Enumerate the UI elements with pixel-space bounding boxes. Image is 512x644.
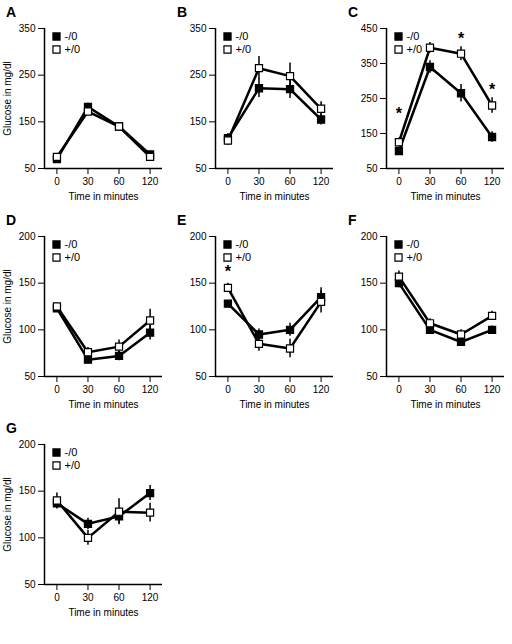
html-text:B: B (177, 4, 188, 20)
svg-text:30: 30 (424, 384, 436, 395)
svg-text:250: 250 (361, 93, 378, 104)
svg-text:0: 0 (54, 176, 60, 187)
svg-text:150: 150 (190, 277, 207, 288)
svg-text:-/0: -/0 (407, 238, 420, 250)
svg-text:Time in minutes: Time in minutes (410, 191, 480, 202)
svg-text:Time in minutes: Time in minutes (68, 399, 138, 410)
svg-text:-/0: -/0 (236, 238, 249, 250)
svg-text:120: 120 (484, 176, 501, 187)
svg-text:30: 30 (82, 384, 94, 395)
html-text:A: A (6, 4, 17, 20)
svg-text:200: 200 (361, 231, 378, 242)
svg-text:50: 50 (24, 163, 36, 174)
svg-text:200: 200 (19, 231, 36, 242)
html-text:F: F (348, 212, 357, 228)
svg-text:150: 150 (19, 116, 36, 127)
svg-text:60: 60 (284, 176, 296, 187)
svg-text:50: 50 (366, 371, 378, 382)
svg-text:+/0: +/0 (236, 43, 252, 55)
svg-text:60: 60 (455, 384, 467, 395)
svg-text:30: 30 (253, 384, 265, 395)
svg-text:120: 120 (142, 176, 159, 187)
svg-text:120: 120 (313, 176, 330, 187)
svg-text:50: 50 (24, 371, 36, 382)
svg-text:50: 50 (366, 163, 378, 174)
svg-text:250: 250 (19, 69, 36, 80)
svg-text:+/0: +/0 (65, 251, 81, 263)
svg-text:100: 100 (19, 324, 36, 335)
svg-text:Glucose in mg/dl: Glucose in mg/dl (2, 61, 13, 135)
html-text:D: D (6, 212, 17, 228)
svg-text:150: 150 (190, 116, 207, 127)
svg-text:60: 60 (455, 176, 467, 187)
svg-text:50: 50 (24, 579, 36, 590)
svg-text:Time in minutes: Time in minutes (239, 191, 309, 202)
svg-text:Glucose in mg/dl: Glucose in mg/dl (2, 477, 13, 551)
svg-text:120: 120 (142, 384, 159, 395)
svg-text:*: * (396, 105, 403, 122)
svg-text:+/0: +/0 (65, 43, 81, 55)
svg-text:0: 0 (54, 384, 60, 395)
svg-text:30: 30 (82, 176, 94, 187)
svg-text:Time in minutes: Time in minutes (68, 607, 138, 618)
svg-text:Time in minutes: Time in minutes (239, 399, 309, 410)
svg-text:150: 150 (19, 277, 36, 288)
svg-text:350: 350 (361, 58, 378, 69)
svg-text:120: 120 (313, 384, 330, 395)
svg-text:100: 100 (361, 324, 378, 335)
svg-text:60: 60 (113, 176, 125, 187)
svg-text:50: 50 (195, 371, 207, 382)
svg-text:Glucose in mg/dl: Glucose in mg/dl (2, 269, 13, 343)
svg-text:150: 150 (19, 485, 36, 496)
svg-text:Time in minutes: Time in minutes (410, 399, 480, 410)
svg-text:*: * (458, 30, 465, 47)
html-text:G: G (6, 420, 17, 436)
svg-text:*: * (225, 263, 232, 280)
svg-text:0: 0 (225, 176, 231, 187)
svg-text:100: 100 (190, 324, 207, 335)
svg-text:350: 350 (190, 23, 207, 34)
svg-text:120: 120 (484, 384, 501, 395)
svg-text:-/0: -/0 (65, 446, 78, 458)
svg-text:200: 200 (19, 439, 36, 450)
html-text:E: E (177, 212, 187, 228)
svg-text:+/0: +/0 (236, 251, 252, 263)
svg-text:0: 0 (54, 592, 60, 603)
svg-text:-/0: -/0 (407, 30, 420, 42)
svg-text:200: 200 (190, 231, 207, 242)
html-text:C: C (348, 4, 359, 20)
svg-text:60: 60 (284, 384, 296, 395)
svg-text:30: 30 (82, 592, 94, 603)
svg-text:-/0: -/0 (236, 30, 249, 42)
svg-text:-/0: -/0 (65, 30, 78, 42)
svg-text:-/0: -/0 (65, 238, 78, 250)
svg-text:120: 120 (142, 592, 159, 603)
svg-text:30: 30 (253, 176, 265, 187)
svg-text:50: 50 (195, 163, 207, 174)
svg-text:450: 450 (361, 23, 378, 34)
svg-text:150: 150 (361, 128, 378, 139)
svg-text:0: 0 (396, 176, 402, 187)
svg-text:*: * (489, 81, 496, 98)
svg-text:+/0: +/0 (65, 459, 81, 471)
svg-text:350: 350 (19, 23, 36, 34)
svg-text:0: 0 (396, 384, 402, 395)
svg-text:60: 60 (113, 592, 125, 603)
svg-text:30: 30 (424, 176, 436, 187)
svg-text:250: 250 (190, 69, 207, 80)
svg-text:+/0: +/0 (407, 251, 423, 263)
svg-text:60: 60 (113, 384, 125, 395)
svg-text:0: 0 (225, 384, 231, 395)
svg-text:150: 150 (361, 277, 378, 288)
svg-text:+/0: +/0 (407, 43, 423, 55)
svg-text:Time in minutes: Time in minutes (68, 191, 138, 202)
svg-text:100: 100 (19, 532, 36, 543)
